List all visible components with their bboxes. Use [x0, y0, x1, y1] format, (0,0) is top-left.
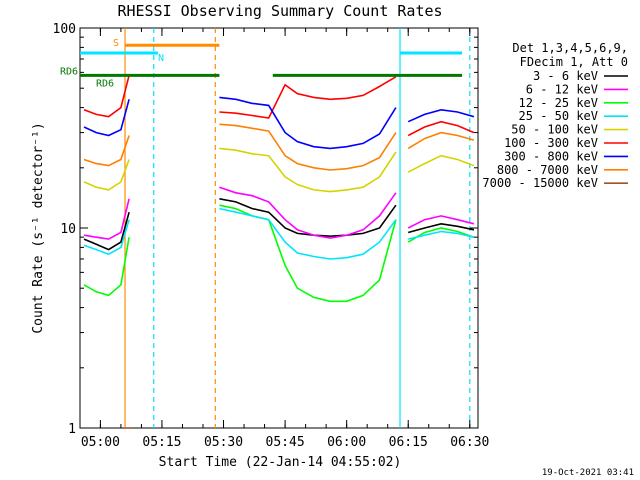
series-line-8	[83, 123, 475, 171]
y-tick-label-1: 1	[68, 422, 76, 437]
flag-label-1: S	[113, 38, 119, 49]
flag-bars: S N RD6 RD6	[60, 38, 462, 89]
vertical-markers	[124, 28, 471, 428]
y-axis-label: Count Rate (s⁻¹ detector⁻¹)	[31, 122, 46, 333]
x-tick-label-5: 06:00	[327, 435, 366, 450]
series-line-6	[83, 75, 475, 137]
legend-header-line-1: Det 1,3,4,5,6,9,	[512, 41, 628, 55]
chart-title: RHESSI Observing Summary Count Rates	[117, 2, 442, 20]
legend-entry-9: 7000 - 15000 keV	[482, 176, 598, 190]
series-line-5	[83, 147, 475, 193]
legend-entry-2: 6 - 12 keV	[526, 82, 598, 96]
y-tick-label-3: 100	[53, 22, 76, 37]
legend: Det 1,3,4,5,6,9, FDecim 1, Att 0 3 - 6 k…	[482, 41, 628, 190]
legend-entry-5: 50 - 100 keV	[511, 123, 598, 137]
flag-label-3-secondary: RD6	[96, 78, 114, 89]
x-tick-label-2: 05:15	[142, 435, 181, 450]
flag-label-2: N	[158, 53, 164, 64]
x-tick-label-1: 05:00	[81, 435, 120, 450]
flag-label-3: RD6	[60, 66, 78, 77]
series-line-7	[83, 96, 475, 150]
plot-frame	[79, 27, 479, 429]
series-layer	[83, 75, 475, 429]
y-axis: 1 10 100	[53, 22, 478, 437]
legend-entry-8: 800 - 7000 keV	[497, 163, 598, 177]
legend-entry-4: 25 - 50 keV	[519, 109, 598, 123]
x-tick-label-7: 06:30	[450, 435, 489, 450]
x-tick-label-3: 05:30	[204, 435, 243, 450]
legend-entry-6: 100 - 300 keV	[504, 136, 598, 150]
x-axis: 05:00 05:15 05:30 05:45 06:00 06:15 06:30	[81, 28, 489, 450]
y-tick-label-2: 10	[60, 222, 76, 237]
series-line-1	[83, 198, 475, 251]
legend-entry-3: 12 - 25 keV	[519, 96, 598, 110]
footer-date: 19-Oct-2021 03:41	[542, 468, 634, 478]
x-tick-label-4: 05:45	[266, 435, 305, 450]
x-axis-label: Start Time (22-Jan-14 04:55:02)	[159, 455, 402, 470]
legend-entry-1: 3 - 6 keV	[533, 69, 598, 83]
x-tick-label-6: 06:15	[389, 435, 428, 450]
legend-entry-7: 300 - 800 keV	[504, 149, 598, 163]
series-line-2	[83, 186, 475, 240]
legend-header-line-2: FDecim 1, Att 0	[520, 55, 628, 69]
series-line-4	[83, 207, 475, 260]
series-line-3	[83, 204, 475, 303]
